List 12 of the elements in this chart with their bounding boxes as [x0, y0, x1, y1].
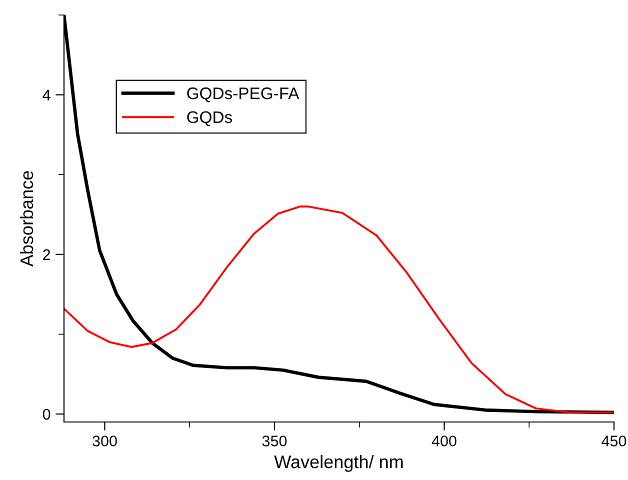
- x-axis-title: Wavelength/ nm: [274, 454, 403, 472]
- x-tick-label: 450: [602, 436, 626, 446]
- x-tick-label: 350: [262, 436, 287, 446]
- y-axis-title: Absorbance: [20, 171, 34, 267]
- y-tick-label: 0: [42, 408, 50, 420]
- line-series: [64, 206, 614, 414]
- x-tick-label: 400: [432, 436, 456, 446]
- y-tick-label: 2: [43, 249, 50, 260]
- legend-label: GQDs-PEG-FA: [187, 87, 300, 102]
- x-tick-label: 300: [92, 436, 117, 446]
- legend-label: GQDs: [187, 111, 232, 126]
- y-tick-label: 4: [42, 90, 50, 100]
